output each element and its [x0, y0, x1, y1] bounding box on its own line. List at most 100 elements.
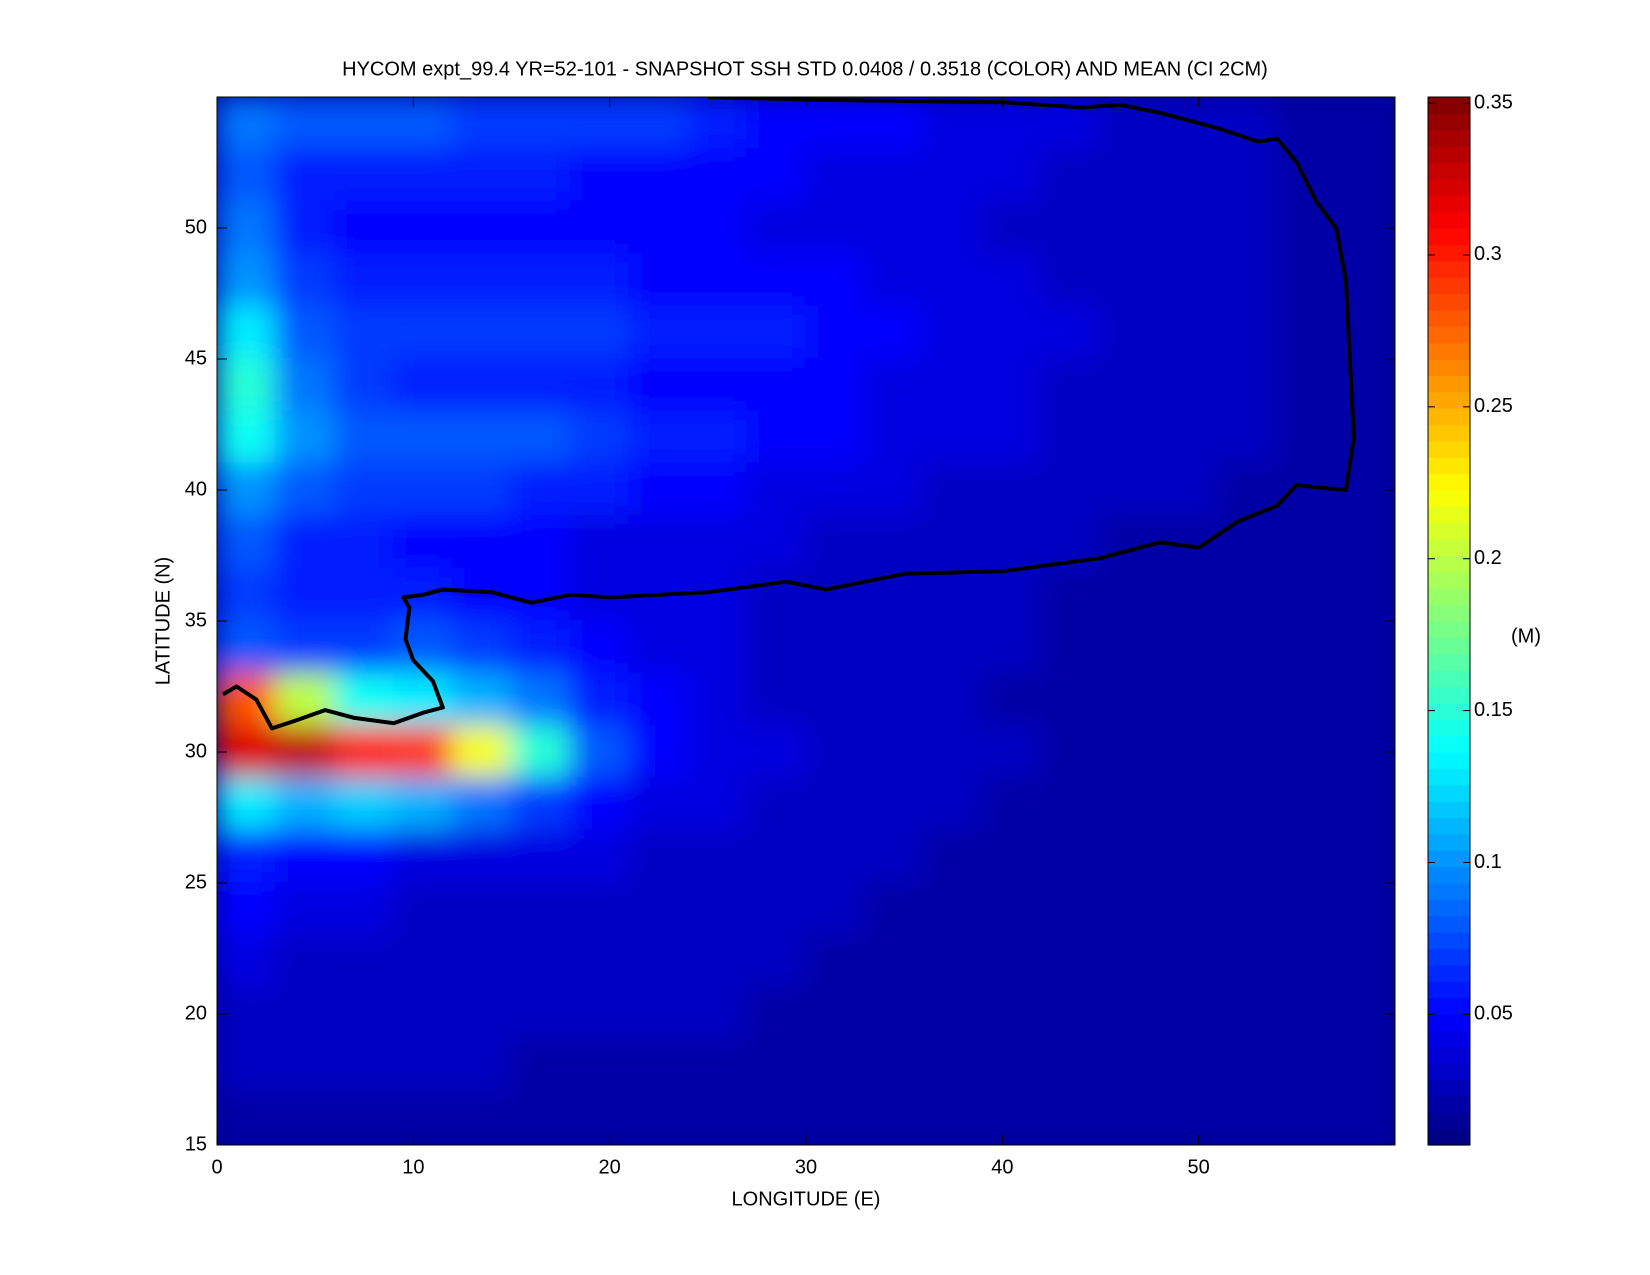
heatmap-cell [333, 934, 395, 989]
heatmap-cell [392, 724, 454, 780]
heatmap-cell [217, 148, 277, 203]
heatmap-cell [333, 515, 395, 570]
x-tick-label: 30 [795, 1156, 817, 1178]
heatmap-cell [981, 934, 1043, 989]
heatmap-cell [1158, 1091, 1220, 1145]
colorbar-swatch [1428, 195, 1470, 213]
heatmap-cell [1099, 934, 1161, 989]
heatmap-cell [981, 358, 1043, 413]
colorbar-swatch [1428, 309, 1470, 327]
heatmap-cell [1335, 777, 1395, 832]
heatmap-cell [628, 515, 690, 570]
heatmap-cell [805, 567, 866, 622]
heatmap-cell [863, 1091, 925, 1145]
heatmap-cell [1276, 620, 1338, 675]
heatmap-cell [981, 410, 1043, 465]
heatmap-cell [451, 200, 513, 256]
heatmap-cell [922, 148, 984, 203]
heatmap-cell [1158, 777, 1220, 832]
heatmap-cell [569, 358, 631, 413]
colorbar-swatch [1428, 424, 1470, 442]
heatmap-cell [687, 462, 749, 518]
y-tick-label: 35 [185, 609, 207, 631]
heatmap-cell [981, 986, 1043, 1042]
heatmap-cell [1040, 934, 1102, 989]
heatmap-cell [510, 253, 572, 308]
heatmap-cell [217, 620, 277, 675]
heatmap-cell [1040, 724, 1102, 780]
heatmap-cell [217, 1091, 277, 1145]
heatmap-cell [805, 672, 866, 727]
heatmap-cell [1040, 1039, 1102, 1094]
heatmap-cell [451, 724, 513, 780]
heatmap-cell [687, 724, 749, 780]
colorbar-swatch [1428, 948, 1470, 966]
heatmap-cell [687, 620, 749, 675]
heatmap-cell [1276, 882, 1338, 937]
heatmap-cell [451, 97, 513, 151]
heatmap-cell [922, 672, 984, 727]
heatmap-cell [922, 986, 984, 1042]
heatmap-cell [392, 200, 454, 256]
heatmap-cell [510, 410, 572, 465]
heatmap-cell [805, 148, 866, 203]
heatmap-cell [510, 358, 572, 413]
heatmap-cell [217, 777, 277, 832]
heatmap-cell [746, 148, 807, 203]
heatmap-cell [746, 620, 807, 675]
heatmap-cell [863, 724, 925, 780]
colorbar-swatch [1428, 1046, 1470, 1064]
heatmap-cell [1217, 829, 1279, 884]
heatmap-cell [922, 410, 984, 465]
heatmap-cell [1040, 253, 1102, 308]
heatmap-cell [510, 882, 572, 937]
colorbar-swatch [1428, 129, 1470, 147]
heatmap-cell [1158, 410, 1220, 465]
heatmap-cell [981, 305, 1043, 360]
heatmap-cell [217, 305, 277, 360]
heatmap-cell [1099, 620, 1161, 675]
heatmap-cell [1276, 1039, 1338, 1094]
heatmap-cell [922, 305, 984, 360]
colorbar-swatch [1428, 293, 1470, 311]
y-tick-label: 40 [185, 478, 207, 500]
heatmap-cell [922, 829, 984, 884]
heatmap-cell [333, 462, 395, 518]
colorbar-swatch [1428, 768, 1470, 786]
colorbar-swatch [1428, 571, 1470, 589]
heatmap-cell [981, 1039, 1043, 1094]
mean-contour [221, 97, 1356, 731]
colorbar-swatch [1428, 588, 1470, 606]
heatmap-cell [451, 148, 513, 203]
heatmap-cell [333, 1039, 395, 1094]
heatmap-cell [922, 724, 984, 780]
colorbar-swatch [1428, 735, 1470, 753]
colorbar-swatch [1428, 719, 1470, 737]
heatmap-cell [333, 882, 395, 937]
heatmap-cell [922, 1039, 984, 1094]
colorbar-swatch [1428, 1095, 1470, 1113]
colorbar-swatch [1428, 457, 1470, 475]
heatmap-cell [1217, 882, 1279, 937]
heatmap-cell [1217, 986, 1279, 1042]
heatmap-cell [746, 305, 807, 360]
heatmap-cell [510, 986, 572, 1042]
heatmap-cell [805, 1091, 866, 1145]
heatmap-cell [746, 253, 807, 308]
heatmap-cell [1335, 97, 1395, 151]
y-tick-label: 20 [185, 1002, 207, 1024]
heatmap-cell [451, 777, 513, 832]
heatmap-cell [746, 724, 807, 780]
heatmap-cell [746, 462, 807, 518]
x-axis-label: LONGITUDE (E) [732, 1188, 881, 1210]
heatmap-cell [805, 934, 866, 989]
heatmap-cell [392, 358, 454, 413]
heatmap-cell [1099, 829, 1161, 884]
heatmap-cell [1040, 148, 1102, 203]
colorbar-swatch [1428, 522, 1470, 540]
heatmap-cell [217, 882, 277, 937]
heatmap-cell [805, 777, 866, 832]
heatmap-cell [274, 620, 336, 675]
heatmap-cell [746, 934, 807, 989]
